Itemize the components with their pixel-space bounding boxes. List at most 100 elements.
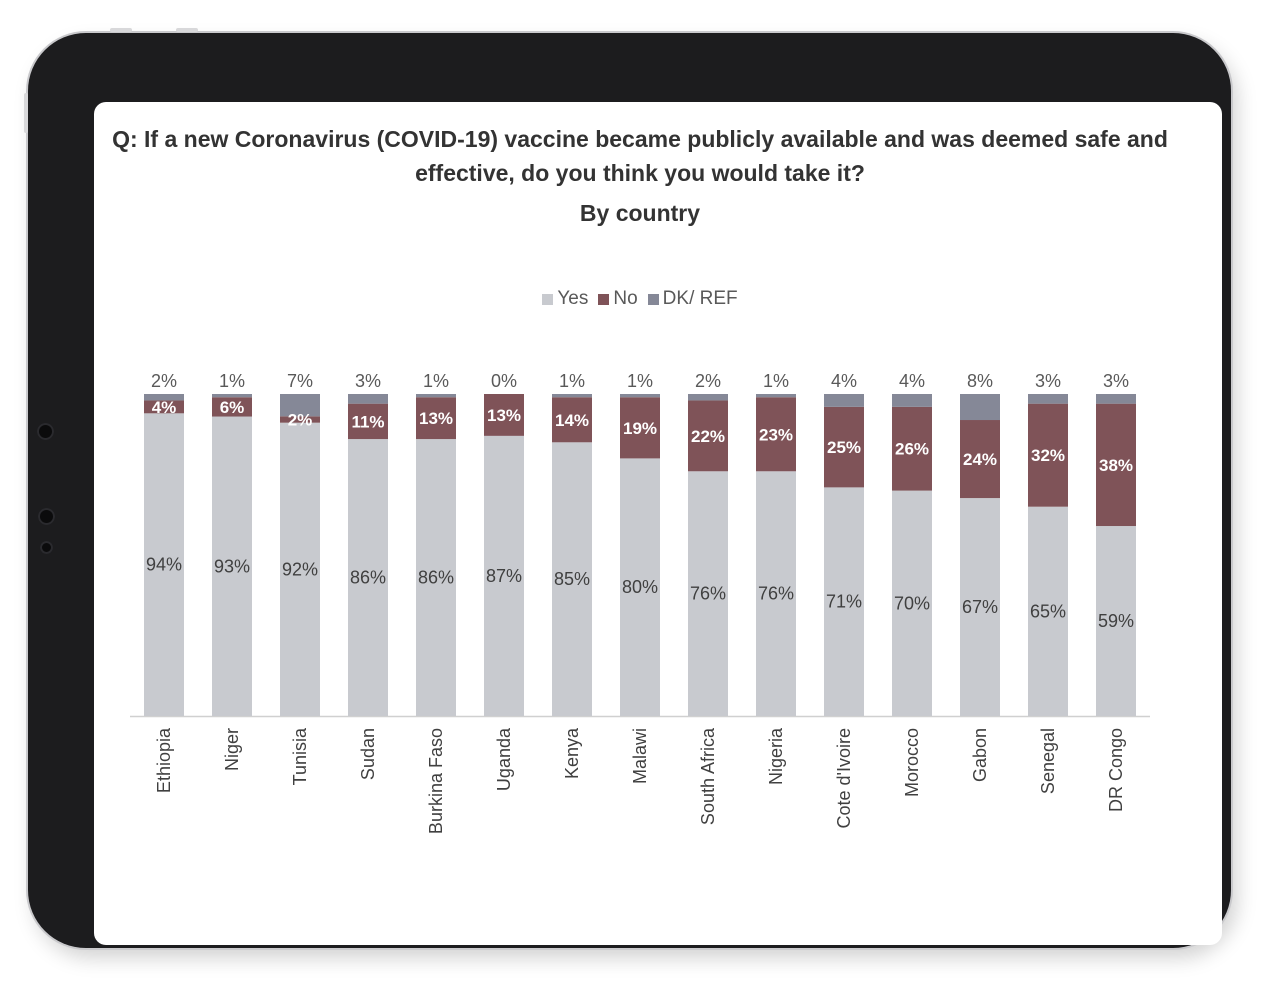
data-label-dk-10: 4% [831, 371, 857, 391]
bar-yes-0 [144, 413, 184, 716]
data-label-no-13: 32% [1031, 446, 1065, 465]
data-label-yes-2: 92% [282, 559, 318, 579]
legend: Yes No DK/ REF [94, 288, 1186, 310]
x-tick-label-1: Niger [222, 728, 242, 771]
data-label-dk-13: 3% [1035, 371, 1061, 391]
data-label-no-8: 22% [691, 427, 725, 446]
data-label-dk-9: 1% [763, 371, 789, 391]
bar-no-11 [892, 406, 932, 491]
x-tick-label-14: DR Congo [1106, 728, 1126, 812]
data-label-no-7: 19% [623, 419, 657, 438]
x-tick-label-0: Ethiopia [154, 727, 174, 793]
data-label-yes-0: 94% [146, 555, 182, 575]
bar-no-12 [960, 420, 1000, 499]
bar-no-7 [620, 397, 660, 459]
legend-label-dk: DK/ REF [662, 288, 738, 309]
data-label-dk-3: 3% [355, 371, 381, 391]
bar-no-0 [144, 400, 184, 414]
bar-no-13 [1028, 403, 1068, 507]
x-tick-label-8: South Africa [698, 727, 718, 825]
bar-dk-6 [552, 394, 592, 398]
x-tick-label-3: Sudan [358, 728, 378, 780]
data-label-no-5: 13% [487, 406, 521, 425]
data-label-no-12: 24% [963, 450, 997, 469]
bar-no-2 [280, 416, 320, 423]
bar-dk-11 [892, 394, 932, 407]
legend-item-no: No [598, 288, 638, 310]
sensor-icon [40, 541, 53, 554]
bar-yes-3 [348, 439, 388, 716]
legend-swatch-dk [647, 293, 659, 305]
data-label-yes-3: 86% [350, 568, 386, 588]
bar-yes-14 [1096, 526, 1136, 716]
bar-dk-13 [1028, 394, 1068, 404]
data-label-yes-10: 71% [826, 592, 862, 612]
bar-yes-2 [280, 422, 320, 716]
data-label-dk-2: 7% [287, 371, 313, 391]
bar-yes-7 [620, 458, 660, 716]
bar-dk-9 [756, 394, 796, 398]
data-label-dk-0: 2% [151, 371, 177, 391]
legend-item-dk: DK/ REF [647, 288, 738, 310]
x-tick-label-4: Burkina Faso [426, 728, 446, 834]
bar-no-1 [212, 397, 252, 417]
bar-yes-9 [756, 471, 796, 716]
x-tick-label-9: Nigeria [766, 727, 786, 785]
bar-no-10 [824, 406, 864, 488]
bar-dk-14 [1096, 394, 1136, 404]
data-label-yes-6: 85% [554, 569, 590, 589]
x-tick-label-2: Tunisia [290, 727, 310, 785]
bar-dk-8 [688, 394, 728, 401]
bar-dk-1 [212, 394, 252, 398]
data-label-dk-1: 1% [219, 371, 245, 391]
data-label-yes-13: 65% [1030, 601, 1066, 621]
bar-yes-8 [688, 471, 728, 716]
data-label-dk-6: 1% [559, 371, 585, 391]
data-label-yes-11: 70% [894, 593, 930, 613]
data-label-dk-7: 1% [627, 371, 653, 391]
x-tick-label-12: Gabon [970, 728, 990, 782]
data-label-dk-5: 0% [491, 371, 517, 391]
bar-yes-6 [552, 442, 592, 716]
data-label-dk-12: 8% [967, 371, 993, 391]
bar-dk-0 [144, 394, 184, 401]
bar-yes-4 [416, 439, 456, 716]
sensor-icon [38, 508, 55, 525]
data-label-yes-1: 93% [214, 556, 250, 576]
bar-yes-10 [824, 487, 864, 716]
data-label-no-14: 38% [1099, 456, 1133, 475]
data-label-no-6: 14% [555, 411, 589, 430]
bar-yes-11 [892, 490, 932, 716]
data-label-yes-9: 76% [758, 584, 794, 604]
chart-subtitle: By country [579, 200, 701, 226]
legend-swatch-yes [542, 293, 554, 305]
data-label-dk-14: 3% [1103, 371, 1129, 391]
data-label-yes-8: 76% [690, 584, 726, 604]
data-label-no-3: 11% [351, 412, 384, 431]
x-tick-label-13: Senegal [1038, 728, 1058, 794]
x-tick-label-6: Kenya [562, 727, 582, 779]
bar-dk-7 [620, 394, 660, 398]
tablet-side-button [24, 93, 28, 133]
data-label-yes-12: 67% [962, 597, 998, 617]
data-label-dk-8: 2% [695, 371, 721, 391]
x-tick-label-5: Uganda [494, 727, 514, 791]
data-label-dk-11: 4% [899, 371, 925, 391]
bar-no-9 [756, 397, 796, 472]
tablet-frame: Q: If a new Coronavirus (COVID-19) vacci… [24, 28, 1231, 948]
bar-dk-3 [348, 394, 388, 404]
bar-dk-10 [824, 394, 864, 407]
screen: Q: If a new Coronavirus (COVID-19) vacci… [94, 102, 1222, 945]
data-label-no-0: 4% [152, 398, 177, 417]
data-label-yes-4: 86% [418, 568, 454, 588]
legend-item-yes: Yes [542, 288, 588, 310]
x-tick-label-11: Morocco [902, 728, 922, 797]
legend-label-yes: Yes [557, 288, 589, 309]
bar-no-3 [348, 403, 388, 440]
bar-yes-13 [1028, 506, 1068, 716]
bar-yes-1 [212, 416, 252, 716]
chart-title: Q: If a new Coronavirus (COVID-19) vacci… [112, 126, 1168, 186]
bar-no-4 [416, 397, 456, 440]
bar-no-14 [1096, 403, 1136, 527]
tablet-top-button [176, 28, 198, 32]
